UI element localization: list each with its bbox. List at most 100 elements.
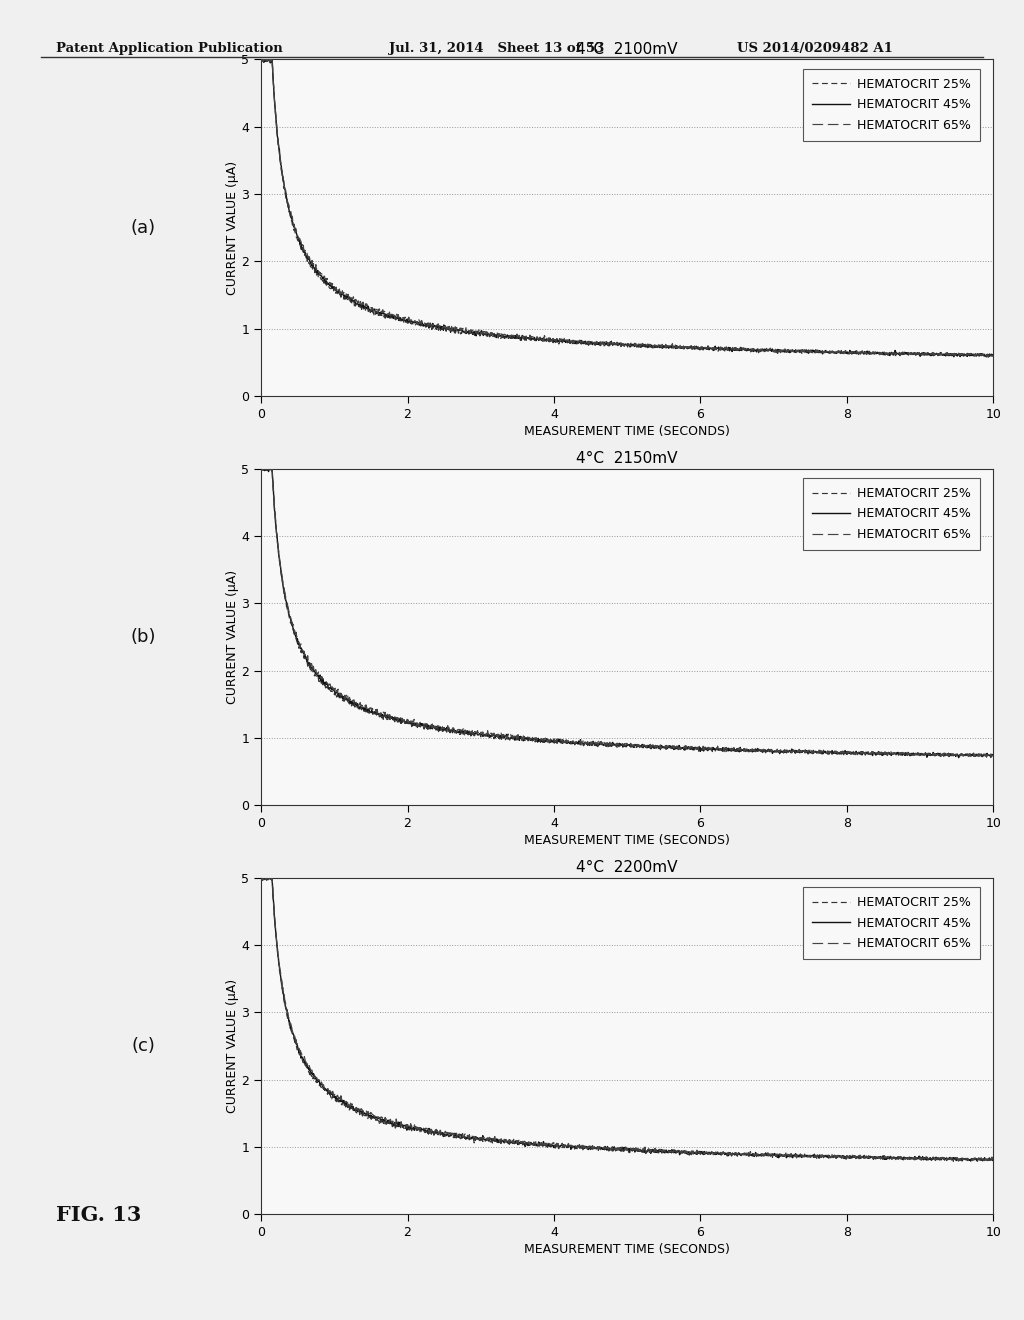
- HEMATOCRIT 25%: [316, 273, 329, 289]
- HEMATOCRIT 45%: [987, 747, 999, 763]
- HEMATOCRIT 45%: [317, 671, 330, 686]
- Text: (c): (c): [131, 1038, 156, 1055]
- HEMATOCRIT 65%: [965, 346, 977, 362]
- HEMATOCRIT 25%: [985, 750, 997, 766]
- Y-axis label: CURRENT VALUE (μA): CURRENT VALUE (μA): [225, 570, 239, 704]
- HEMATOCRIT 65%: [301, 645, 313, 661]
- HEMATOCRIT 65%: [316, 671, 329, 686]
- HEMATOCRIT 25%: [301, 249, 313, 265]
- HEMATOCRIT 25%: [965, 347, 977, 363]
- HEMATOCRIT 25%: [841, 744, 853, 760]
- X-axis label: MEASUREMENT TIME (SECONDS): MEASUREMENT TIME (SECONDS): [524, 425, 730, 438]
- HEMATOCRIT 65%: [987, 748, 999, 764]
- Legend: HEMATOCRIT 25%, HEMATOCRIT 45%, HEMATOCRIT 65%: HEMATOCRIT 25%, HEMATOCRIT 45%, HEMATOCR…: [804, 887, 980, 958]
- Text: (b): (b): [131, 628, 156, 645]
- HEMATOCRIT 25%: [865, 1150, 878, 1166]
- HEMATOCRIT 45%: [255, 871, 267, 887]
- HEMATOCRIT 45%: [256, 461, 268, 477]
- Line: HEMATOCRIT 25%: HEMATOCRIT 25%: [261, 469, 993, 758]
- Title: 4°C  2150mV: 4°C 2150mV: [577, 451, 678, 466]
- HEMATOCRIT 45%: [965, 1154, 977, 1170]
- HEMATOCRIT 65%: [316, 1078, 329, 1094]
- HEMATOCRIT 25%: [865, 746, 878, 762]
- Line: HEMATOCRIT 65%: HEMATOCRIT 65%: [261, 59, 993, 358]
- HEMATOCRIT 45%: [317, 1080, 330, 1096]
- Text: Patent Application Publication: Patent Application Publication: [56, 42, 283, 55]
- Line: HEMATOCRIT 25%: HEMATOCRIT 25%: [261, 59, 993, 358]
- HEMATOCRIT 25%: [255, 51, 267, 67]
- HEMATOCRIT 65%: [522, 1135, 535, 1151]
- HEMATOCRIT 45%: [987, 1152, 999, 1168]
- HEMATOCRIT 25%: [841, 346, 853, 362]
- Y-axis label: CURRENT VALUE (μA): CURRENT VALUE (μA): [225, 161, 239, 294]
- HEMATOCRIT 25%: [982, 350, 994, 366]
- HEMATOCRIT 65%: [865, 346, 878, 362]
- HEMATOCRIT 45%: [841, 346, 853, 362]
- HEMATOCRIT 65%: [255, 51, 267, 67]
- Y-axis label: CURRENT VALUE (μA): CURRENT VALUE (μA): [225, 979, 239, 1113]
- HEMATOCRIT 45%: [865, 746, 878, 762]
- Text: FIG. 13: FIG. 13: [56, 1205, 141, 1225]
- HEMATOCRIT 65%: [987, 347, 999, 363]
- HEMATOCRIT 25%: [255, 461, 267, 477]
- HEMATOCRIT 65%: [255, 870, 267, 886]
- HEMATOCRIT 65%: [301, 1056, 313, 1072]
- HEMATOCRIT 45%: [301, 651, 313, 667]
- HEMATOCRIT 65%: [987, 1151, 999, 1167]
- HEMATOCRIT 45%: [256, 51, 268, 67]
- HEMATOCRIT 25%: [316, 1081, 329, 1097]
- HEMATOCRIT 65%: [255, 461, 267, 477]
- HEMATOCRIT 25%: [255, 870, 267, 886]
- HEMATOCRIT 25%: [522, 1138, 535, 1154]
- HEMATOCRIT 65%: [980, 350, 992, 366]
- HEMATOCRIT 45%: [841, 743, 853, 759]
- HEMATOCRIT 45%: [841, 1148, 853, 1164]
- HEMATOCRIT 25%: [255, 461, 267, 477]
- HEMATOCRIT 45%: [255, 462, 267, 478]
- HEMATOCRIT 65%: [865, 746, 878, 762]
- HEMATOCRIT 25%: [965, 748, 977, 764]
- Text: US 2014/0209482 A1: US 2014/0209482 A1: [737, 42, 893, 55]
- Line: HEMATOCRIT 65%: HEMATOCRIT 65%: [261, 469, 993, 758]
- HEMATOCRIT 25%: [947, 1154, 959, 1170]
- Line: HEMATOCRIT 45%: HEMATOCRIT 45%: [261, 469, 993, 758]
- X-axis label: MEASUREMENT TIME (SECONDS): MEASUREMENT TIME (SECONDS): [524, 1243, 730, 1257]
- Legend: HEMATOCRIT 25%, HEMATOCRIT 45%, HEMATOCRIT 65%: HEMATOCRIT 25%, HEMATOCRIT 45%, HEMATOCR…: [804, 69, 980, 140]
- Title: 4°C  2200mV: 4°C 2200mV: [577, 861, 678, 875]
- Line: HEMATOCRIT 25%: HEMATOCRIT 25%: [261, 878, 993, 1162]
- HEMATOCRIT 25%: [987, 748, 999, 764]
- HEMATOCRIT 45%: [255, 870, 267, 886]
- Line: HEMATOCRIT 45%: HEMATOCRIT 45%: [261, 878, 993, 1162]
- X-axis label: MEASUREMENT TIME (SECONDS): MEASUREMENT TIME (SECONDS): [524, 834, 730, 847]
- Text: (a): (a): [131, 219, 156, 236]
- HEMATOCRIT 25%: [865, 346, 878, 362]
- Title: 4°C  2100mV: 4°C 2100mV: [577, 42, 678, 57]
- HEMATOCRIT 25%: [522, 330, 535, 346]
- HEMATOCRIT 65%: [317, 269, 330, 285]
- HEMATOCRIT 65%: [841, 1148, 853, 1164]
- HEMATOCRIT 45%: [966, 1151, 978, 1167]
- HEMATOCRIT 25%: [522, 733, 535, 748]
- HEMATOCRIT 65%: [980, 750, 992, 766]
- HEMATOCRIT 65%: [301, 246, 313, 261]
- HEMATOCRIT 45%: [865, 346, 878, 362]
- HEMATOCRIT 45%: [952, 750, 965, 766]
- HEMATOCRIT 45%: [947, 348, 959, 364]
- HEMATOCRIT 25%: [965, 1151, 977, 1167]
- HEMATOCRIT 65%: [965, 1151, 977, 1167]
- HEMATOCRIT 45%: [987, 347, 999, 363]
- HEMATOCRIT 65%: [841, 345, 853, 360]
- HEMATOCRIT 45%: [966, 346, 978, 362]
- HEMATOCRIT 45%: [865, 1148, 878, 1164]
- HEMATOCRIT 45%: [966, 748, 978, 764]
- HEMATOCRIT 65%: [522, 730, 535, 746]
- HEMATOCRIT 25%: [987, 346, 999, 362]
- HEMATOCRIT 45%: [522, 330, 535, 346]
- HEMATOCRIT 25%: [841, 1150, 853, 1166]
- HEMATOCRIT 45%: [301, 251, 313, 267]
- HEMATOCRIT 25%: [301, 1060, 313, 1076]
- HEMATOCRIT 45%: [522, 731, 535, 747]
- HEMATOCRIT 25%: [301, 655, 313, 671]
- Line: HEMATOCRIT 45%: HEMATOCRIT 45%: [261, 59, 993, 356]
- HEMATOCRIT 65%: [255, 53, 267, 69]
